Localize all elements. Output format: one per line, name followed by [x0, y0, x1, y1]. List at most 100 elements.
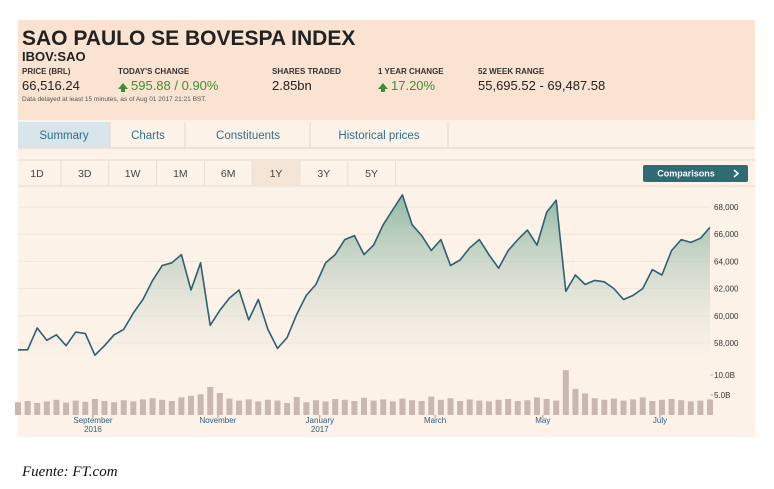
volume-bar: [380, 399, 387, 415]
volume-bar: [630, 399, 637, 415]
volume-bar: [495, 399, 502, 415]
range-button[interactable]: 1D: [30, 168, 44, 180]
volume-bar: [707, 399, 713, 415]
y-tick-label: 62,000: [714, 285, 739, 294]
x-tick-label: 2016: [84, 425, 102, 434]
volume-bar: [168, 401, 175, 415]
volume-bar: [697, 400, 704, 415]
volume-bar: [591, 398, 598, 415]
volume-bar: [351, 401, 358, 415]
x-tick-label: July: [653, 416, 667, 425]
volume-bar: [72, 400, 79, 415]
volume-bar: [562, 370, 569, 415]
volume-bar: [43, 401, 50, 415]
y2-tick-label: 5.0B: [714, 391, 730, 400]
tab[interactable]: Summary: [39, 130, 88, 142]
volume-bar: [668, 399, 675, 415]
volume-bar: [409, 400, 416, 415]
stat-value: 66,516.24: [22, 78, 80, 93]
volume-bar: [303, 402, 310, 415]
volume-bar: [91, 399, 98, 415]
range-button[interactable]: 1Y: [270, 168, 283, 180]
volume-bar: [428, 396, 435, 415]
range-button[interactable]: 6M: [221, 168, 236, 180]
tab[interactable]: Constituents: [216, 130, 280, 142]
range-button[interactable]: 5Y: [365, 168, 378, 180]
volume-bar: [399, 398, 406, 415]
volume-bar: [687, 401, 694, 415]
volume-bar: [476, 400, 483, 415]
volume-bar: [312, 400, 319, 415]
volume-bar: [111, 402, 118, 415]
x-tick-label: January: [306, 416, 334, 425]
volume-bar: [149, 398, 156, 415]
volume-bar: [466, 399, 473, 415]
stat-label: SHARES TRADED: [272, 67, 341, 76]
range-button[interactable]: 3Y: [317, 168, 330, 180]
stat-value: 17.20%: [391, 78, 436, 93]
stat-value: 55,695.52 - 69,487.58: [478, 78, 605, 93]
delay-note: Data delayed at least 15 minutes, as of …: [22, 96, 206, 103]
volume-bar: [620, 400, 627, 415]
volume-bar: [649, 401, 656, 415]
volume-bar: [236, 400, 243, 415]
volume-bar: [534, 397, 540, 415]
volume-bar: [601, 399, 608, 415]
title: SAO PAULO SE BOVESPA INDEX: [22, 27, 355, 50]
volume-bar: [207, 387, 214, 415]
y-tick-label: 58,000: [714, 339, 739, 348]
volume-bar: [437, 399, 444, 415]
volume-bar: [284, 403, 291, 415]
volume-bar: [370, 400, 377, 415]
volume-bar: [639, 397, 646, 415]
volume-bar: [53, 399, 60, 415]
y-tick-label: 60,000: [714, 312, 739, 321]
y-tick-label: 68,000: [714, 203, 739, 212]
x-tick-label: May: [535, 416, 550, 425]
tab-active[interactable]: [18, 122, 110, 148]
volume-bar: [63, 402, 70, 415]
tab[interactable]: Charts: [131, 130, 165, 142]
volume-bar: [341, 399, 348, 415]
volume-bar: [197, 394, 204, 415]
volume-bar: [514, 401, 521, 415]
stat-label: 1 YEAR CHANGE: [378, 67, 444, 76]
volume-bar: [524, 400, 531, 415]
volume-bar: [322, 401, 329, 415]
comparisons-button[interactable]: [643, 165, 748, 182]
volume-bar: [658, 399, 665, 415]
volume-bar: [255, 401, 262, 415]
header-panel: [18, 20, 755, 120]
caption: Fuente: FT.com: [21, 464, 118, 480]
symbol: IBOV:SAO: [22, 49, 86, 64]
volume-bar: [139, 399, 146, 415]
volume-bar: [120, 400, 127, 415]
range-button[interactable]: 1W: [125, 168, 141, 180]
range-button[interactable]: 1M: [173, 168, 188, 180]
tab[interactable]: Historical prices: [338, 130, 419, 142]
comparisons-label[interactable]: Comparisons: [657, 169, 715, 179]
chart: 58,000 60,000 62,000 64,000 66,000 68,000 5.0B…: [15, 194, 739, 434]
range-active[interactable]: [253, 161, 299, 186]
volume-bar: [34, 403, 41, 415]
price-area: [18, 194, 710, 357]
volume-bar: [447, 398, 454, 415]
volume-bar: [178, 397, 185, 415]
x-tick-label: November: [199, 416, 236, 425]
volume-bar: [418, 401, 425, 415]
price-line: [18, 194, 711, 356]
range-buttons: 1D 3D 1W 1M 6M 1Y 3Y 5Y: [30, 161, 397, 186]
range-button[interactable]: 3D: [78, 168, 92, 180]
volume-bar: [389, 401, 396, 415]
volume-bar: [216, 393, 223, 415]
volume-bar: [159, 399, 166, 415]
stat-value: 2.85bn: [272, 78, 312, 93]
volume-bar: [130, 401, 137, 415]
volume-bar: [264, 399, 271, 415]
volume-bar: [332, 399, 339, 415]
x-tick-label: September: [73, 416, 112, 425]
y2-tick-label: 10.0B: [714, 371, 735, 380]
y-tick-label: 66,000: [714, 230, 739, 239]
x-tick-label: March: [424, 416, 446, 425]
